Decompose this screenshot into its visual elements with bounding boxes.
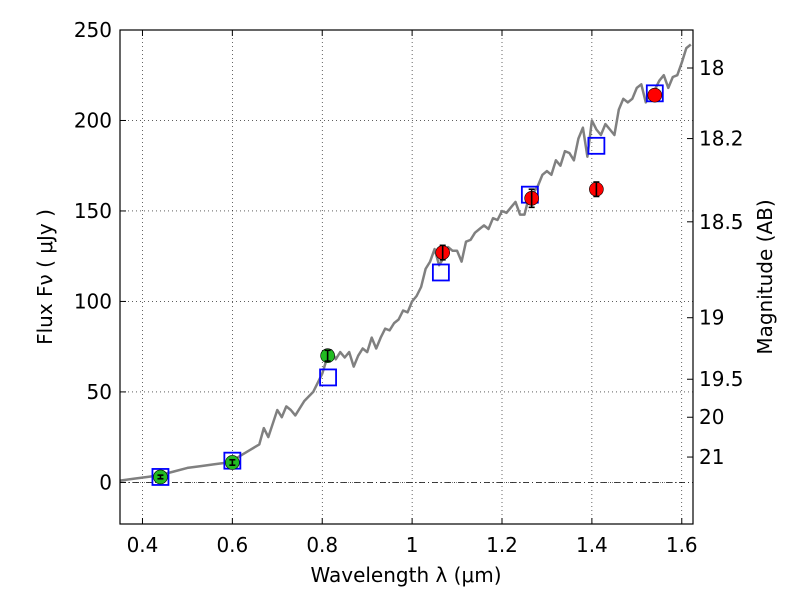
x-tick-label: 1.2 bbox=[486, 533, 518, 557]
plot-frame bbox=[119, 29, 694, 525]
x-tick-label: 1.6 bbox=[666, 533, 698, 557]
x-tick-label: 0.8 bbox=[306, 533, 338, 557]
y2-tick-label: 18 bbox=[699, 56, 724, 80]
y-tick-label: 0 bbox=[99, 470, 112, 494]
y2-axis-ticks: 18 18.2 18.5 19 19.5 20 21 bbox=[687, 56, 744, 469]
y-tick-label: 50 bbox=[87, 380, 112, 404]
plot-background bbox=[120, 30, 693, 524]
y-axis-ticks: 0 50 100 150 200 250 bbox=[74, 18, 126, 494]
y2-tick-label: 18.2 bbox=[699, 127, 744, 151]
x-tick-label: 1.4 bbox=[576, 533, 608, 557]
y-tick-label: 150 bbox=[74, 199, 112, 223]
model-square-point bbox=[319, 368, 337, 387]
y2-axis-label: Magnitude (AB) bbox=[753, 199, 777, 354]
model-square-point bbox=[587, 136, 606, 155]
y-tick-label: 250 bbox=[74, 18, 112, 42]
y2-tick-label: 19 bbox=[699, 306, 724, 330]
y-tick-label: 100 bbox=[74, 289, 112, 313]
plot-area bbox=[119, 43, 692, 486]
model-square-point bbox=[431, 263, 450, 282]
y2-tick-label: 19.5 bbox=[699, 367, 744, 391]
y2-tick-label: 21 bbox=[699, 445, 724, 469]
x-tick-label: 0.4 bbox=[127, 533, 159, 557]
spectrum-line bbox=[119, 43, 692, 482]
y-axis-label: Flux Fν ( μJy ) bbox=[33, 209, 57, 345]
y-tick-label: 200 bbox=[74, 108, 112, 132]
x-axis-label: Wavelength λ (μm) bbox=[310, 563, 501, 587]
y2-tick-label: 20 bbox=[699, 405, 724, 429]
model-square-point bbox=[151, 468, 170, 486]
x-tick-label: 1 bbox=[406, 533, 419, 557]
photometry-point bbox=[647, 87, 663, 103]
x-tick-label: 0.6 bbox=[216, 533, 248, 557]
x-axis-ticks: 0.4 0.6 0.8 1 1.2 1.4 1.6 bbox=[127, 30, 698, 557]
y2-tick-label: 18.5 bbox=[699, 210, 744, 234]
